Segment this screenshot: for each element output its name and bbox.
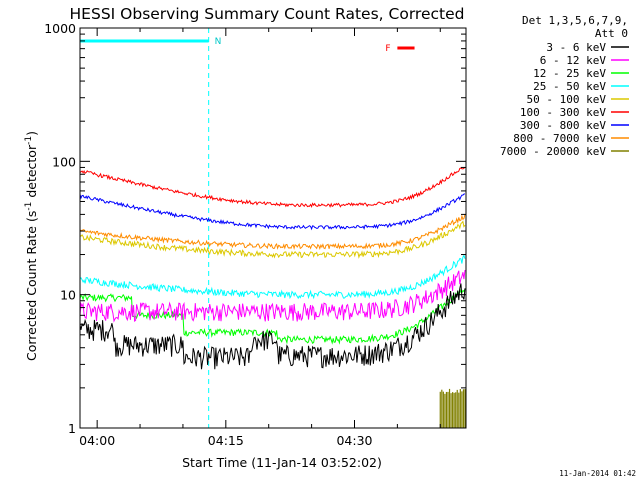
y-tick-label-0: 1 — [68, 421, 76, 436]
y-tick-label-2: 100 — [52, 154, 76, 169]
legend-header-1: Det 1,3,5,6,7,9, — [522, 14, 628, 27]
series-line-3-6kev — [80, 283, 466, 370]
legend-entry-1: 6 - 12 keV — [540, 54, 607, 67]
x-tick-label-6: 04:30 — [336, 433, 372, 448]
series-line-25-50kev — [80, 254, 466, 300]
legend-entry-7: 800 - 7000 keV — [513, 132, 606, 145]
x-axis-label: Start Time (11-Jan-14 03:52:02) — [182, 455, 382, 470]
high-energy-band-0 — [439, 388, 466, 428]
series-line-50-100kev — [80, 220, 466, 259]
legend-entry-8: 7000 - 20000 keV — [500, 145, 606, 158]
chart-title: HESSI Observing Summary Count Rates, Cor… — [70, 5, 465, 23]
legend-entry-2: 12 - 25 keV — [533, 67, 606, 80]
legend-entry-5: 100 - 300 keV — [520, 106, 606, 119]
x-tick-label-3: 04:15 — [208, 433, 244, 448]
svg-text:Corrected Count Rate (s-1 dete: Corrected Count Rate (s-1 detector-1) — [24, 131, 39, 361]
y-tick-label-3: 1000 — [44, 21, 76, 36]
axes: 04:00 04:15 04:30 1 10 100 1000 — [44, 21, 467, 448]
y-axis-label: Corrected Count Rate (s-1 detector-1) — [24, 131, 39, 361]
legend-entry-0: 3 - 6 keV — [546, 41, 606, 54]
y-tick-label-1: 10 — [60, 288, 76, 303]
series-line-6-12kev — [80, 269, 466, 323]
ylabel-part-end: ) — [24, 131, 39, 136]
plot-area: NF — [80, 28, 466, 428]
ylabel-sup-1: -1 — [24, 202, 34, 211]
series-line-800-7000kev — [80, 214, 466, 251]
series-line-12-25kev — [80, 288, 466, 345]
legend-header-2: Att 0 — [595, 27, 628, 40]
ylabel-sup-2: -1 — [24, 136, 34, 145]
footer-date: 11-Jan-2014 01:42 — [559, 469, 636, 478]
legend-entry-6: 300 - 800 keV — [520, 119, 606, 132]
plot-frame — [79, 27, 467, 429]
legend-entry-3: 25 - 50 keV — [533, 80, 606, 93]
series-line-100-300kev — [80, 166, 466, 208]
flare-label: F — [385, 44, 390, 54]
ylabel-part-mid: detector — [24, 144, 39, 202]
x-tick-label-0: 04:00 — [79, 433, 115, 448]
legend-entry-4: 50 - 100 keV — [527, 93, 607, 106]
night-label: N — [215, 37, 222, 47]
ylabel-part-main: Corrected Count Rate (s — [24, 211, 39, 361]
series-line-300-800kev — [80, 193, 466, 231]
